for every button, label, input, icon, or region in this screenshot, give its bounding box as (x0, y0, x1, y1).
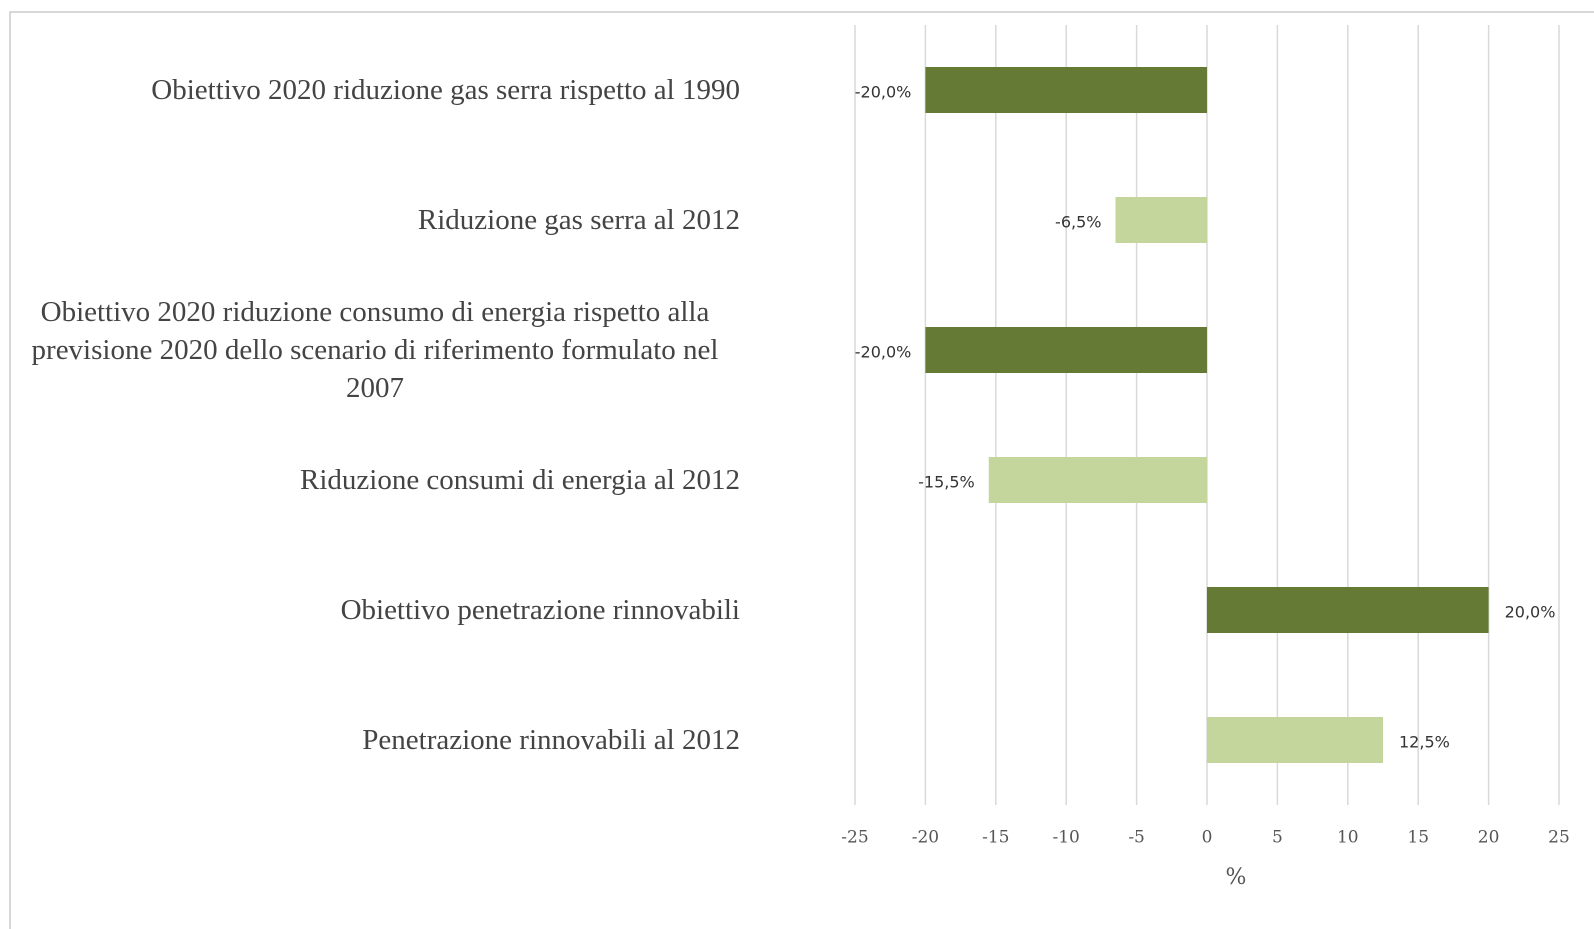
x-tick-label: 10 (1337, 828, 1359, 848)
value-label: -6,5% (1055, 213, 1101, 232)
frame (9, 11, 1594, 929)
x-tick-label: -25 (841, 828, 868, 848)
category-label: Penetrazione rinnovabili al 2012 (362, 724, 740, 756)
category-label: Obiettivo 2020 riduzione consumo di ener… (31, 296, 719, 404)
x-tick-label: -15 (982, 828, 1009, 848)
bar (1115, 197, 1207, 243)
category-label: Obiettivo 2020 riduzione gas serra rispe… (151, 74, 740, 106)
category-label: Riduzione consumi di energia al 2012 (299, 464, 740, 496)
bar (1207, 587, 1489, 633)
value-label: -15,5% (918, 473, 975, 492)
category-label-box: Obiettivo 2020 riduzione consumo di ener… (10, 290, 740, 410)
x-tick-label: 20 (1478, 828, 1500, 848)
x-tick-label: 15 (1407, 828, 1429, 848)
category-label-box: Riduzione consumi di energia al 2012 (10, 420, 740, 540)
category-label-box: Obiettivo penetrazione rinnovabili (10, 550, 740, 670)
x-tick-label: -10 (1053, 828, 1080, 848)
x-tick-label: -20 (912, 828, 939, 848)
x-axis-label: % (1226, 865, 1247, 890)
category-label: Riduzione gas serra al 2012 (417, 204, 740, 236)
category-label-box: Penetrazione rinnovabili al 2012 (10, 680, 740, 800)
x-tick-label: 5 (1272, 828, 1283, 848)
value-label: 20,0% (1505, 603, 1556, 622)
bar (925, 327, 1207, 373)
bar (988, 457, 1207, 503)
x-tick-label: -5 (1128, 828, 1145, 848)
category-label-box: Obiettivo 2020 riduzione gas serra rispe… (10, 30, 740, 150)
value-label: 12,5% (1399, 733, 1450, 752)
category-label: Obiettivo penetrazione rinnovabili (340, 594, 740, 626)
bar (925, 67, 1207, 113)
x-tick-label: 25 (1548, 828, 1570, 848)
value-label: -20,0% (855, 83, 912, 102)
category-label-box: Riduzione gas serra al 2012 (10, 160, 740, 280)
x-tick-label: 0 (1202, 828, 1213, 848)
value-label: -20,0% (855, 343, 912, 362)
bar (1207, 717, 1383, 763)
